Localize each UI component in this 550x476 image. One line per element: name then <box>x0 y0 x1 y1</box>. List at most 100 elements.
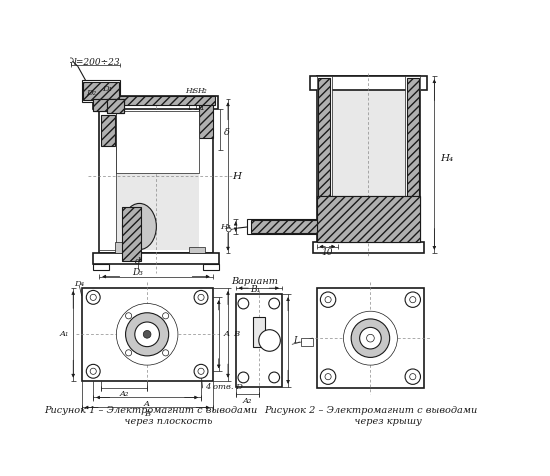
Text: B: B <box>144 410 150 417</box>
Bar <box>199 99 212 138</box>
Bar <box>189 248 205 253</box>
Text: A₁: A₁ <box>60 330 69 338</box>
Bar <box>117 111 199 249</box>
Bar <box>93 253 219 264</box>
Circle shape <box>258 330 280 351</box>
Circle shape <box>325 297 331 303</box>
Bar <box>317 76 332 242</box>
Circle shape <box>325 374 331 380</box>
Text: H₄: H₄ <box>441 154 454 163</box>
Text: D₄: D₄ <box>74 280 84 288</box>
Bar <box>93 99 116 111</box>
Bar <box>96 96 215 105</box>
Circle shape <box>69 58 73 62</box>
Text: D₂: D₂ <box>86 89 96 97</box>
Circle shape <box>405 292 421 307</box>
Bar <box>317 196 420 242</box>
Circle shape <box>194 364 208 378</box>
Bar <box>251 220 317 233</box>
Bar <box>317 76 420 242</box>
Circle shape <box>125 313 169 356</box>
Text: D₁: D₁ <box>102 86 112 93</box>
Bar <box>236 294 282 387</box>
Bar <box>317 288 425 388</box>
Text: d: d <box>135 257 141 266</box>
Bar <box>123 207 141 261</box>
Circle shape <box>269 372 279 383</box>
Circle shape <box>320 369 336 384</box>
Text: Рисунок 1 – Электромагнит с выводами
           через плоскость: Рисунок 1 – Электромагнит с выводами чер… <box>45 406 257 426</box>
Circle shape <box>90 368 96 374</box>
Text: B₁: B₁ <box>250 285 260 294</box>
Circle shape <box>351 319 389 357</box>
Bar <box>252 317 265 347</box>
Bar <box>100 99 212 253</box>
Text: B: B <box>233 330 239 338</box>
Circle shape <box>238 372 249 383</box>
Circle shape <box>125 350 131 356</box>
Bar <box>317 196 420 242</box>
Text: H₂: H₂ <box>197 87 207 95</box>
Circle shape <box>366 334 375 342</box>
Text: δ: δ <box>224 128 230 137</box>
Bar <box>81 80 120 102</box>
Text: H: H <box>233 172 241 181</box>
Text: A₂: A₂ <box>243 397 252 405</box>
Bar <box>83 82 119 100</box>
Text: 10: 10 <box>322 248 333 257</box>
Circle shape <box>90 294 96 300</box>
Bar <box>93 99 116 111</box>
Circle shape <box>194 290 208 304</box>
Text: H₃: H₃ <box>221 222 231 230</box>
Circle shape <box>135 322 160 347</box>
Text: A₂: A₂ <box>119 390 129 398</box>
Circle shape <box>163 350 169 356</box>
Bar <box>204 264 219 270</box>
Text: Вариант: Вариант <box>232 278 278 287</box>
Bar <box>115 242 130 253</box>
Circle shape <box>343 311 397 365</box>
Text: H₁: H₁ <box>185 87 194 95</box>
Bar <box>312 242 425 253</box>
Text: A: A <box>224 330 230 338</box>
Bar <box>310 76 427 90</box>
Text: Рисунок 2 – Электромагнит с выводами
           через крышу: Рисунок 2 – Электромагнит с выводами чер… <box>264 406 477 426</box>
Text: D₃: D₃ <box>133 268 144 277</box>
Circle shape <box>360 327 381 349</box>
Bar <box>81 288 212 380</box>
Bar <box>107 99 124 113</box>
Circle shape <box>116 304 178 365</box>
Bar <box>301 338 312 346</box>
Bar <box>107 99 124 113</box>
Circle shape <box>198 294 204 300</box>
Bar <box>117 111 199 173</box>
Text: l=200÷23: l=200÷23 <box>74 58 120 67</box>
Circle shape <box>227 227 231 232</box>
Circle shape <box>410 374 416 380</box>
Circle shape <box>320 292 336 307</box>
Bar <box>323 90 414 209</box>
Circle shape <box>163 313 169 319</box>
Bar <box>406 78 419 240</box>
Text: A: A <box>144 400 150 407</box>
Bar <box>318 78 331 240</box>
Bar <box>405 76 420 242</box>
Circle shape <box>86 290 100 304</box>
Text: S: S <box>193 87 198 95</box>
Circle shape <box>198 368 204 374</box>
Circle shape <box>143 330 151 338</box>
Circle shape <box>238 298 249 309</box>
Ellipse shape <box>123 203 156 249</box>
Circle shape <box>86 364 100 378</box>
Bar <box>93 264 109 270</box>
Text: 4 отв. D: 4 отв. D <box>205 383 243 391</box>
Bar <box>101 115 115 146</box>
Text: L: L <box>294 336 299 345</box>
Bar <box>100 99 117 149</box>
Circle shape <box>269 298 279 309</box>
Bar <box>248 219 320 234</box>
Circle shape <box>410 297 416 303</box>
Bar <box>100 111 117 249</box>
Circle shape <box>405 369 421 384</box>
Bar <box>93 96 218 109</box>
